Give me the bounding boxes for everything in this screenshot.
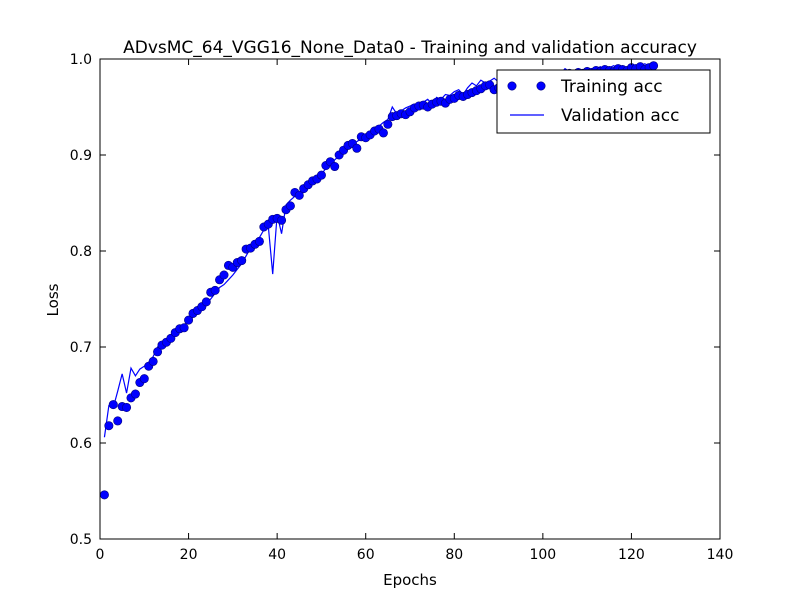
y-axis: 0.5 0.6 0.7 0.8 0.9 1.0 <box>70 52 720 548</box>
training-acc-point <box>649 61 659 71</box>
training-acc-point <box>378 128 388 138</box>
training-acc-point <box>122 402 132 412</box>
training-acc-point <box>104 421 114 431</box>
y-tick-label: 0.5 <box>70 532 92 548</box>
training-acc-point <box>285 201 295 211</box>
training-acc-point <box>294 190 304 200</box>
x-tick-label: 40 <box>268 547 286 563</box>
x-axis: 0 20 40 60 80 100 120 140 <box>96 59 734 563</box>
x-tick-label: 60 <box>357 547 375 563</box>
training-acc-point <box>99 490 109 500</box>
training-acc-point <box>383 119 393 129</box>
plot-frame <box>99 58 721 540</box>
training-acc-point <box>153 347 163 357</box>
training-acc-point <box>108 400 118 410</box>
y-tick-label: 0.9 <box>70 148 92 164</box>
x-tick-label: 120 <box>618 547 645 563</box>
training-acc-point <box>148 356 158 366</box>
training-acc-point <box>210 285 220 295</box>
x-tick-label: 140 <box>707 547 734 563</box>
legend-label-training: Training acc <box>560 77 663 97</box>
legend-box <box>496 69 711 134</box>
legend: Training acc Validation acc <box>496 69 711 134</box>
x-tick-label: 80 <box>445 547 463 563</box>
legend-marker-training <box>536 81 546 91</box>
training-acc-point <box>179 323 189 333</box>
training-acc-point <box>219 270 229 280</box>
training-acc-point <box>237 256 247 266</box>
training-acc-point <box>113 416 123 426</box>
y-axis-label: Loss <box>44 283 62 316</box>
y-tick-label: 0.8 <box>70 244 92 260</box>
x-axis-label: Epochs <box>383 571 437 589</box>
x-tick-label: 0 <box>96 547 105 563</box>
training-acc-point <box>316 170 326 180</box>
training-acc-point <box>184 315 194 325</box>
chart-title: ADvsMC_64_VGG16_None_Data0 - Training an… <box>123 38 697 58</box>
y-tick-label: 0.7 <box>70 340 92 356</box>
x-tick-label: 20 <box>180 547 198 563</box>
legend-marker-training <box>507 81 517 91</box>
training-acc-point <box>201 297 211 307</box>
training-acc-point <box>254 236 264 246</box>
training-acc-point <box>330 162 340 172</box>
training-acc-point <box>130 389 140 399</box>
training-acc-point <box>139 374 149 384</box>
legend-label-validation: Validation acc <box>561 106 679 126</box>
x-tick-label: 100 <box>529 547 556 563</box>
y-tick-label: 1.0 <box>70 52 92 68</box>
training-acc-point <box>352 143 362 153</box>
training-acc-point <box>277 215 287 225</box>
y-tick-label: 0.6 <box>70 436 92 452</box>
